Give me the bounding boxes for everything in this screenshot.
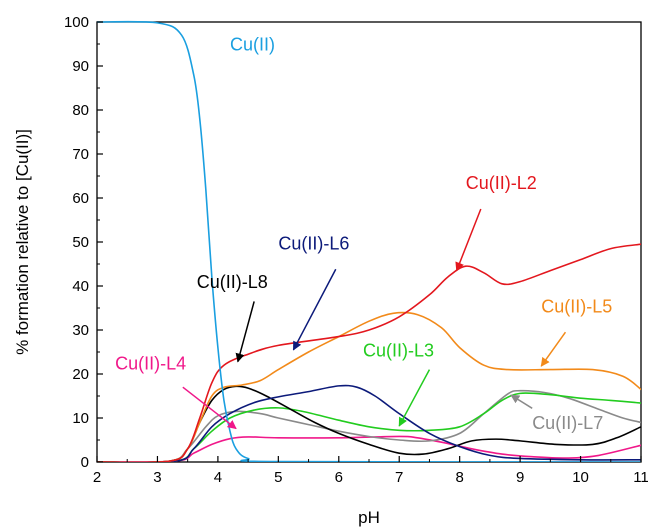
x-tick-label: 5: [274, 469, 282, 486]
y-tick-label: 100: [64, 14, 89, 31]
annotation-label-cu-ii-l4: Cu(II)-L4: [115, 354, 186, 374]
y-tick-label: 80: [72, 102, 89, 119]
series-line-cu-ii-l8: [97, 385, 641, 462]
y-tick-label: 90: [72, 58, 89, 75]
annotation-arrow-cu-ii-l6: [292, 268, 337, 351]
x-tick-label: 10: [572, 469, 589, 486]
annotation-label-cu-ii-l7: Cu(II)-L7: [532, 413, 603, 433]
y-tick-label: 20: [72, 366, 89, 383]
annotation-arrow-cu-ii-l3: [398, 369, 431, 427]
series-line-cu-ii: [97, 20, 641, 462]
x-tick-label: 7: [395, 469, 403, 486]
annotation-layer: Cu(II) Cu(II)-L2 Cu(II)-L6 Cu(II)-L8 Cu(II)-…: [115, 35, 612, 433]
annotation-label-cu-ii: Cu(II): [230, 35, 275, 55]
series-layer: [97, 20, 641, 462]
x-tick-label: 9: [516, 469, 524, 486]
annotation-label-cu-ii-l8: Cu(II)-L8: [197, 272, 268, 292]
annotation-arrow-cu-ii-l4: [182, 386, 237, 430]
annotation-label-cu-ii-l5: Cu(II)-L5: [541, 296, 612, 316]
series-line-cu-ii-l4: [97, 435, 641, 462]
x-tick-label: 3: [153, 469, 161, 486]
annotation-arrow-cu-ii-l8: [235, 301, 255, 363]
y-axis-title: % formation relative to [Cu(II)]: [13, 129, 32, 355]
x-tick-label: 6: [335, 469, 343, 486]
x-tick-label: 2: [93, 469, 101, 486]
series-line-cu-ii-l5: [97, 311, 641, 462]
y-tick-label: 60: [72, 190, 89, 207]
x-tick-label: 11: [633, 469, 649, 486]
axes-layer: 2 3 4 5 6 7 8 9 10 11 0 10 20 30 40 50 60 70 80 90 100: [64, 14, 649, 486]
y-tick-label: 40: [72, 278, 89, 295]
x-axis-title: pH: [358, 508, 380, 527]
y-tick-label: 70: [72, 146, 89, 163]
y-tick-label: 30: [72, 322, 89, 339]
y-tick-label: 0: [81, 454, 89, 471]
x-tick-label: 4: [214, 469, 222, 486]
series-line-cu-ii-l3: [97, 392, 641, 462]
x-tick-label: 8: [455, 469, 463, 486]
y-tick-label: 10: [72, 410, 89, 427]
annotation-label-cu-ii-l2: Cu(II)-L2: [466, 173, 537, 193]
series-line-cu-ii-l2: [97, 243, 641, 462]
annotation-label-cu-ii-l6: Cu(II)-L6: [278, 233, 349, 253]
annotation-arrow-cu-ii-l7: [510, 394, 533, 409]
annotation-arrow-cu-ii-l5: [540, 331, 567, 367]
annotation-arrow-cu-ii-l2: [455, 208, 482, 272]
series-line-cu-ii-l6: [97, 384, 641, 462]
annotation-label-cu-ii-l3: Cu(II)-L3: [363, 340, 434, 360]
y-tick-label: 50: [72, 234, 89, 251]
